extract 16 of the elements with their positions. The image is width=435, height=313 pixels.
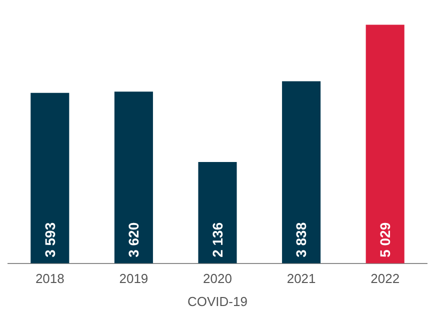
bar — [198, 162, 237, 264]
x-tick-label: 2022 — [370, 270, 400, 286]
data-label: 2 136 — [209, 222, 226, 258]
data-label: 5 029 — [376, 222, 393, 258]
x-tick-label: 2019 — [119, 270, 148, 286]
bar — [282, 81, 321, 264]
x-tick-label: 2020 — [203, 270, 232, 286]
bar — [114, 92, 153, 264]
x-tick-label: 2021 — [286, 270, 316, 286]
data-label: 3 620 — [126, 222, 142, 258]
bar — [30, 92, 70, 264]
text: COVID-19 — [188, 294, 248, 310]
data-label: 3 593 — [42, 222, 58, 258]
x-tick-label: 2018 — [35, 270, 64, 286]
data-label: 3 838 — [293, 222, 310, 258]
bar — [366, 24, 404, 264]
